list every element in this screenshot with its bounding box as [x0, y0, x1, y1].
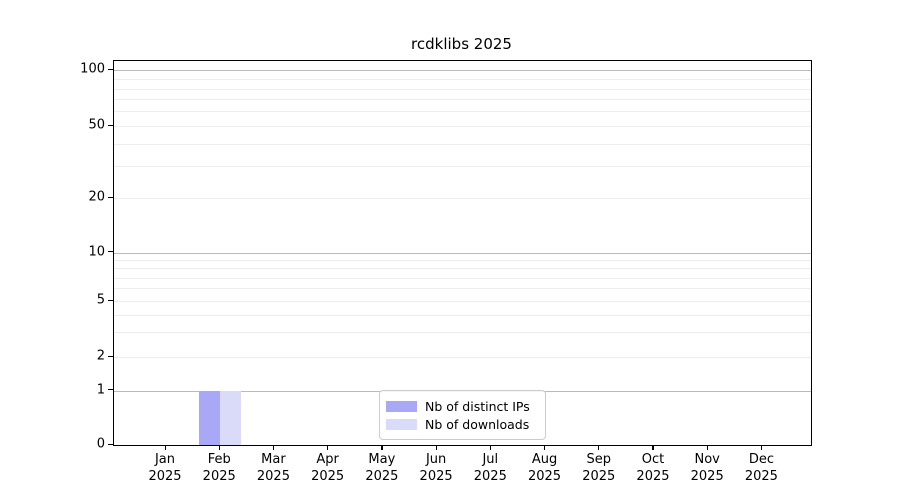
- x-tick-month: Jan: [154, 452, 176, 467]
- y-gridline-minor: [114, 357, 811, 358]
- legend-item-downloads: Nb of downloads: [386, 415, 537, 433]
- x-tick: [218, 445, 220, 450]
- y-gridline-minor: [114, 301, 811, 302]
- y-tick: [108, 443, 113, 445]
- y-tick-label: 20: [88, 189, 105, 205]
- y-tick: [108, 389, 113, 391]
- x-tick-year: 2025: [419, 469, 453, 484]
- x-tick: [327, 445, 329, 450]
- y-gridline-minor: [114, 268, 811, 269]
- y-tick-label: 5: [96, 292, 105, 308]
- x-tick-month: Oct: [641, 452, 665, 467]
- x-tick-year: 2025: [582, 469, 616, 484]
- y-tick: [108, 124, 113, 126]
- bar-nb-of-downloads: [220, 390, 242, 445]
- y-gridline-minor: [114, 277, 811, 279]
- y-gridline-minor: [114, 332, 811, 333]
- x-tick-label: Jan 2025: [130, 451, 200, 485]
- x-tick: [598, 445, 600, 450]
- x-tick-year: 2025: [202, 469, 236, 484]
- y-gridline-major: [114, 70, 811, 71]
- x-tick-label: Dec 2025: [726, 451, 796, 485]
- y-gridline-minor: [114, 126, 811, 127]
- x-tick-year: 2025: [256, 469, 290, 484]
- x-tick: [164, 445, 166, 450]
- y-tick: [108, 299, 113, 301]
- y-gridline-minor: [114, 88, 811, 90]
- x-tick-month: Apr: [316, 452, 339, 467]
- x-tick-year: 2025: [636, 469, 670, 484]
- x-tick-year: 2025: [473, 469, 507, 484]
- chart-title: rcdklibs 2025: [411, 35, 512, 53]
- y-tick-label: 1: [96, 382, 105, 397]
- legend-swatch-downloads: [386, 418, 417, 430]
- x-tick-month: Aug: [531, 452, 558, 467]
- y-tick-label: 100: [80, 61, 105, 77]
- legend: Nb of distinct IPs Nb of downloads: [379, 390, 546, 440]
- x-tick-month: Nov: [694, 452, 720, 467]
- x-tick-month: May: [368, 452, 396, 467]
- y-gridline-minor: [114, 288, 811, 289]
- x-tick: [706, 445, 708, 450]
- x-tick-year: 2025: [690, 469, 724, 484]
- x-tick-year: 2025: [311, 469, 345, 484]
- x-tick: [489, 445, 491, 450]
- x-tick: [544, 445, 546, 450]
- x-tick-year: 2025: [365, 469, 399, 484]
- x-tick-year: 2025: [744, 469, 778, 484]
- x-tick-month: Sep: [586, 452, 611, 467]
- x-tick-label: Feb 2025: [184, 451, 254, 485]
- y-tick: [108, 251, 113, 253]
- legend-label-distinct-ips: Nb of distinct IPs: [425, 398, 530, 414]
- y-tick: [108, 355, 113, 357]
- x-tick-month: Jun: [425, 452, 447, 467]
- x-tick: [652, 445, 654, 450]
- x-tick-year: 2025: [527, 469, 562, 484]
- x-tick-month: Dec: [748, 452, 774, 467]
- legend-swatch-distinct-ips: [386, 400, 417, 412]
- x-tick-label: Jun 2025: [401, 451, 471, 485]
- bar-nb-of-distinct-ips: [199, 390, 221, 445]
- y-gridline-minor: [114, 111, 811, 112]
- x-tick-year: 2025: [148, 469, 182, 484]
- x-tick-label: Oct 2025: [618, 451, 688, 485]
- x-tick: [272, 445, 275, 450]
- legend-item-distinct-ips: Nb of distinct IPs: [386, 397, 537, 415]
- x-tick-label: Mar 2025: [238, 451, 308, 485]
- y-gridline-minor: [114, 166, 811, 167]
- y-gridline-minor: [114, 198, 811, 199]
- y-tick-label: 10: [88, 244, 105, 259]
- x-tick-label: Jul 2025: [455, 451, 525, 485]
- y-gridline-minor: [114, 143, 811, 145]
- legend-label-downloads: Nb of downloads: [425, 416, 530, 432]
- x-tick-month: Mar: [261, 452, 286, 467]
- y-gridline-minor: [114, 315, 811, 316]
- x-tick: [435, 445, 437, 450]
- x-tick-month: Feb: [207, 452, 231, 467]
- x-tick-label: Sep 2025: [564, 451, 634, 485]
- x-tick: [381, 445, 383, 450]
- y-gridline-minor: [114, 99, 811, 100]
- x-tick-label: Apr 2025: [293, 451, 363, 485]
- plot-area: [113, 60, 812, 446]
- x-tick: [760, 445, 763, 450]
- x-tick-month: Jul: [482, 452, 499, 467]
- x-tick-label: Nov 2025: [672, 451, 742, 485]
- y-gridline-minor: [114, 78, 811, 80]
- y-tick-label: 50: [88, 117, 105, 133]
- y-gridline-major: [114, 252, 811, 254]
- x-tick-label: Aug 2025: [510, 451, 580, 485]
- y-tick-label: 0: [96, 436, 105, 452]
- y-tick: [108, 196, 113, 198]
- y-tick-label: 2: [96, 348, 105, 364]
- y-gridline-minor: [114, 260, 811, 261]
- x-tick-label: May 2025: [347, 451, 417, 485]
- y-tick: [108, 68, 113, 70]
